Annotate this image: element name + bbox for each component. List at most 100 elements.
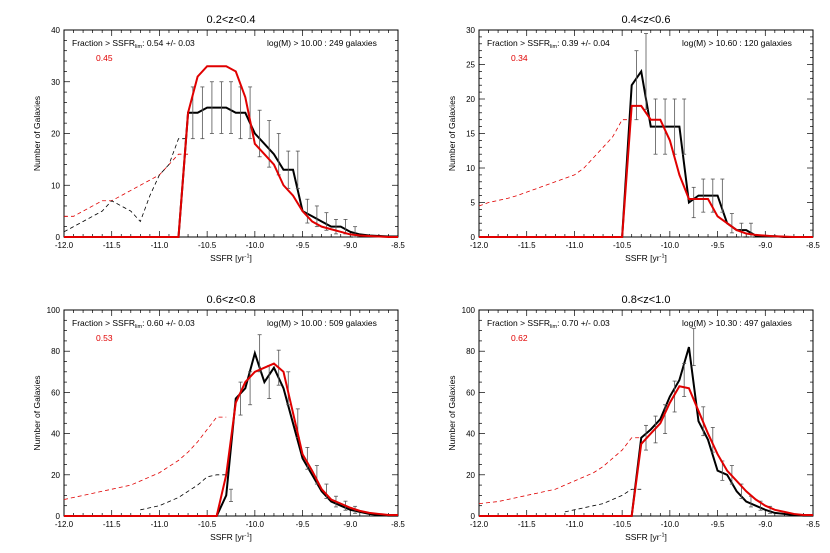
y-axis-label: Number of Galaxies [447, 375, 457, 450]
y-tick-label: 40 [466, 430, 475, 439]
fraction-label-subscript: lim [135, 44, 142, 50]
fraction-label-subscript: lim [550, 44, 557, 50]
x-axis-label-superscript: -1 [660, 254, 665, 260]
series-model-below-limit [478, 119, 632, 207]
y-tick-label: 80 [51, 347, 60, 356]
x-tick-label: -10.0 [661, 241, 680, 250]
y-tick-label: 20 [51, 471, 60, 480]
y-tick-label: 30 [51, 78, 60, 87]
x-tick-label: -11.5 [103, 520, 121, 529]
y-axis-label: Number of Galaxies [32, 96, 42, 171]
x-tick-label: -11.5 [518, 520, 536, 529]
x-axis-label-end: ] [665, 532, 667, 542]
model-fraction-annotation: 0.53 [96, 333, 113, 343]
x-axis-label-superscript: -1 [245, 533, 250, 539]
x-axis-label-main: SSFR [yr [625, 532, 660, 542]
plot-frame [63, 309, 399, 517]
panel-title: 0.4<z<0.6 [622, 14, 671, 26]
y-tick-label: 0 [56, 233, 61, 242]
mass-cut-annotation: log(M) > 10.30 : 497 galaxies [682, 318, 792, 328]
x-tick-label: -11.0 [566, 520, 584, 529]
x-tick-label: -9.5 [296, 520, 310, 529]
fraction-annotation: Fraction > SSFRlim: 0.70 +/- 0.03 [487, 318, 610, 330]
fraction-label: Fraction > SSFR [72, 38, 135, 48]
y-tick-label: 40 [51, 26, 60, 35]
x-tick-label: -10.5 [613, 520, 632, 529]
x-axis-label: SSFR [yr-1] [625, 532, 667, 542]
x-tick-label: -8.5 [391, 241, 405, 250]
fraction-annotation: Fraction > SSFRlim: 0.54 +/- 0.03 [72, 38, 195, 50]
x-tick-label: -12.0 [55, 520, 74, 529]
y-tick-label: 5 [471, 199, 476, 208]
y-axis-label: Number of Galaxies [32, 375, 42, 450]
x-tick-label: -10.5 [613, 241, 632, 250]
series-model-below-limit [63, 416, 227, 500]
x-axis-label-superscript: -1 [660, 533, 665, 539]
y-tick-label: 0 [56, 512, 61, 521]
x-tick-label: -11.0 [151, 520, 169, 529]
x-axis-label-superscript: -1 [245, 254, 250, 260]
series-observed-below-limit [63, 138, 189, 233]
x-axis-label-end: ] [250, 253, 252, 263]
fraction-annotation: Fraction > SSFRlim: 0.39 +/- 0.04 [487, 38, 610, 50]
x-axis-label: SSFR [yr-1] [625, 253, 667, 263]
x-axis-label-main: SSFR [yr [625, 253, 660, 263]
y-tick-label: 25 [466, 61, 475, 70]
mass-cut-annotation: log(M) > 10.00 : 509 galaxies [267, 318, 377, 328]
panel-title: 0.8<z<1.0 [622, 294, 671, 306]
x-tick-label: -11.0 [151, 241, 169, 250]
y-tick-label: 15 [466, 130, 475, 139]
fraction-label-subscript: lim [135, 324, 142, 330]
x-axis-label-end: ] [665, 253, 667, 263]
y-axis-label: Number of Galaxies [447, 96, 457, 171]
x-axis-label-main: SSFR [yr [210, 532, 245, 542]
fraction-value: : 0.39 +/- 0.04 [557, 38, 610, 48]
x-tick-label: -11.5 [518, 241, 536, 250]
y-tick-label: 0 [471, 512, 476, 521]
plot-frame [478, 309, 814, 517]
y-tick-label: 20 [51, 130, 60, 139]
panel-4: 0.8<z<1.0 -12.0 -11.5 -11.0 -10.5 -10.0 -9.5 -9… [447, 294, 820, 542]
x-tick-label: -9.5 [296, 241, 310, 250]
x-tick-label: -8.5 [391, 520, 405, 529]
x-tick-label: -10.0 [661, 520, 680, 529]
x-tick-label: -12.0 [470, 241, 489, 250]
fraction-label-subscript: lim [550, 324, 557, 330]
x-tick-label: -10.5 [198, 241, 217, 250]
panel-2: 0.4<z<0.6 -12.0 -11.5 -11.0 -10.5 -10.0 -9.5 -9… [447, 14, 820, 263]
series-model [64, 65, 398, 238]
series-observed-below-limit [140, 474, 227, 511]
x-tick-label: -8.5 [806, 241, 820, 250]
x-axis-label-main: SSFR [yr [210, 253, 245, 263]
y-tick-label: 20 [466, 95, 475, 104]
series-model [64, 362, 398, 517]
x-tick-label: -8.5 [806, 520, 820, 529]
y-tick-label: 20 [466, 471, 475, 480]
x-axis-label: SSFR [yr-1] [210, 253, 252, 263]
series-model [479, 104, 813, 238]
x-tick-label: -11.5 [103, 241, 121, 250]
panel-1: 0.2<z<0.4 -12.0 -11.5 -11.0 -10.5 -10.0 -9.5 -9… [32, 14, 405, 263]
x-axis-label-end: ] [250, 532, 252, 542]
series-model [479, 385, 813, 517]
model-fraction-annotation: 0.34 [511, 53, 528, 63]
x-tick-label: -9.5 [711, 241, 725, 250]
x-tick-label: -12.0 [470, 520, 489, 529]
series-model-below-limit [478, 437, 642, 505]
mass-cut-annotation: log(M) > 10.00 : 249 galaxies [267, 38, 377, 48]
fraction-value: : 0.60 +/- 0.03 [142, 318, 195, 328]
x-tick-label: -9.0 [343, 241, 357, 250]
y-tick-label: 10 [51, 181, 60, 190]
panel-3: 0.6<z<0.8 -12.0 -11.5 -11.0 -10.5 -10.0 -9.5 -9… [32, 294, 405, 542]
fraction-value: : 0.70 +/- 0.03 [557, 318, 610, 328]
fraction-label: Fraction > SSFR [72, 318, 135, 328]
model-fraction-annotation: 0.45 [96, 53, 113, 63]
x-tick-label: -10.0 [246, 520, 265, 529]
fraction-value: : 0.54 +/- 0.03 [142, 38, 195, 48]
x-axis-label: SSFR [yr-1] [210, 532, 252, 542]
y-tick-label: 30 [466, 26, 475, 35]
y-tick-label: 0 [471, 233, 476, 242]
mass-cut-annotation: log(M) > 10.60 : 120 galaxies [682, 38, 792, 48]
x-tick-label: -9.5 [711, 520, 725, 529]
